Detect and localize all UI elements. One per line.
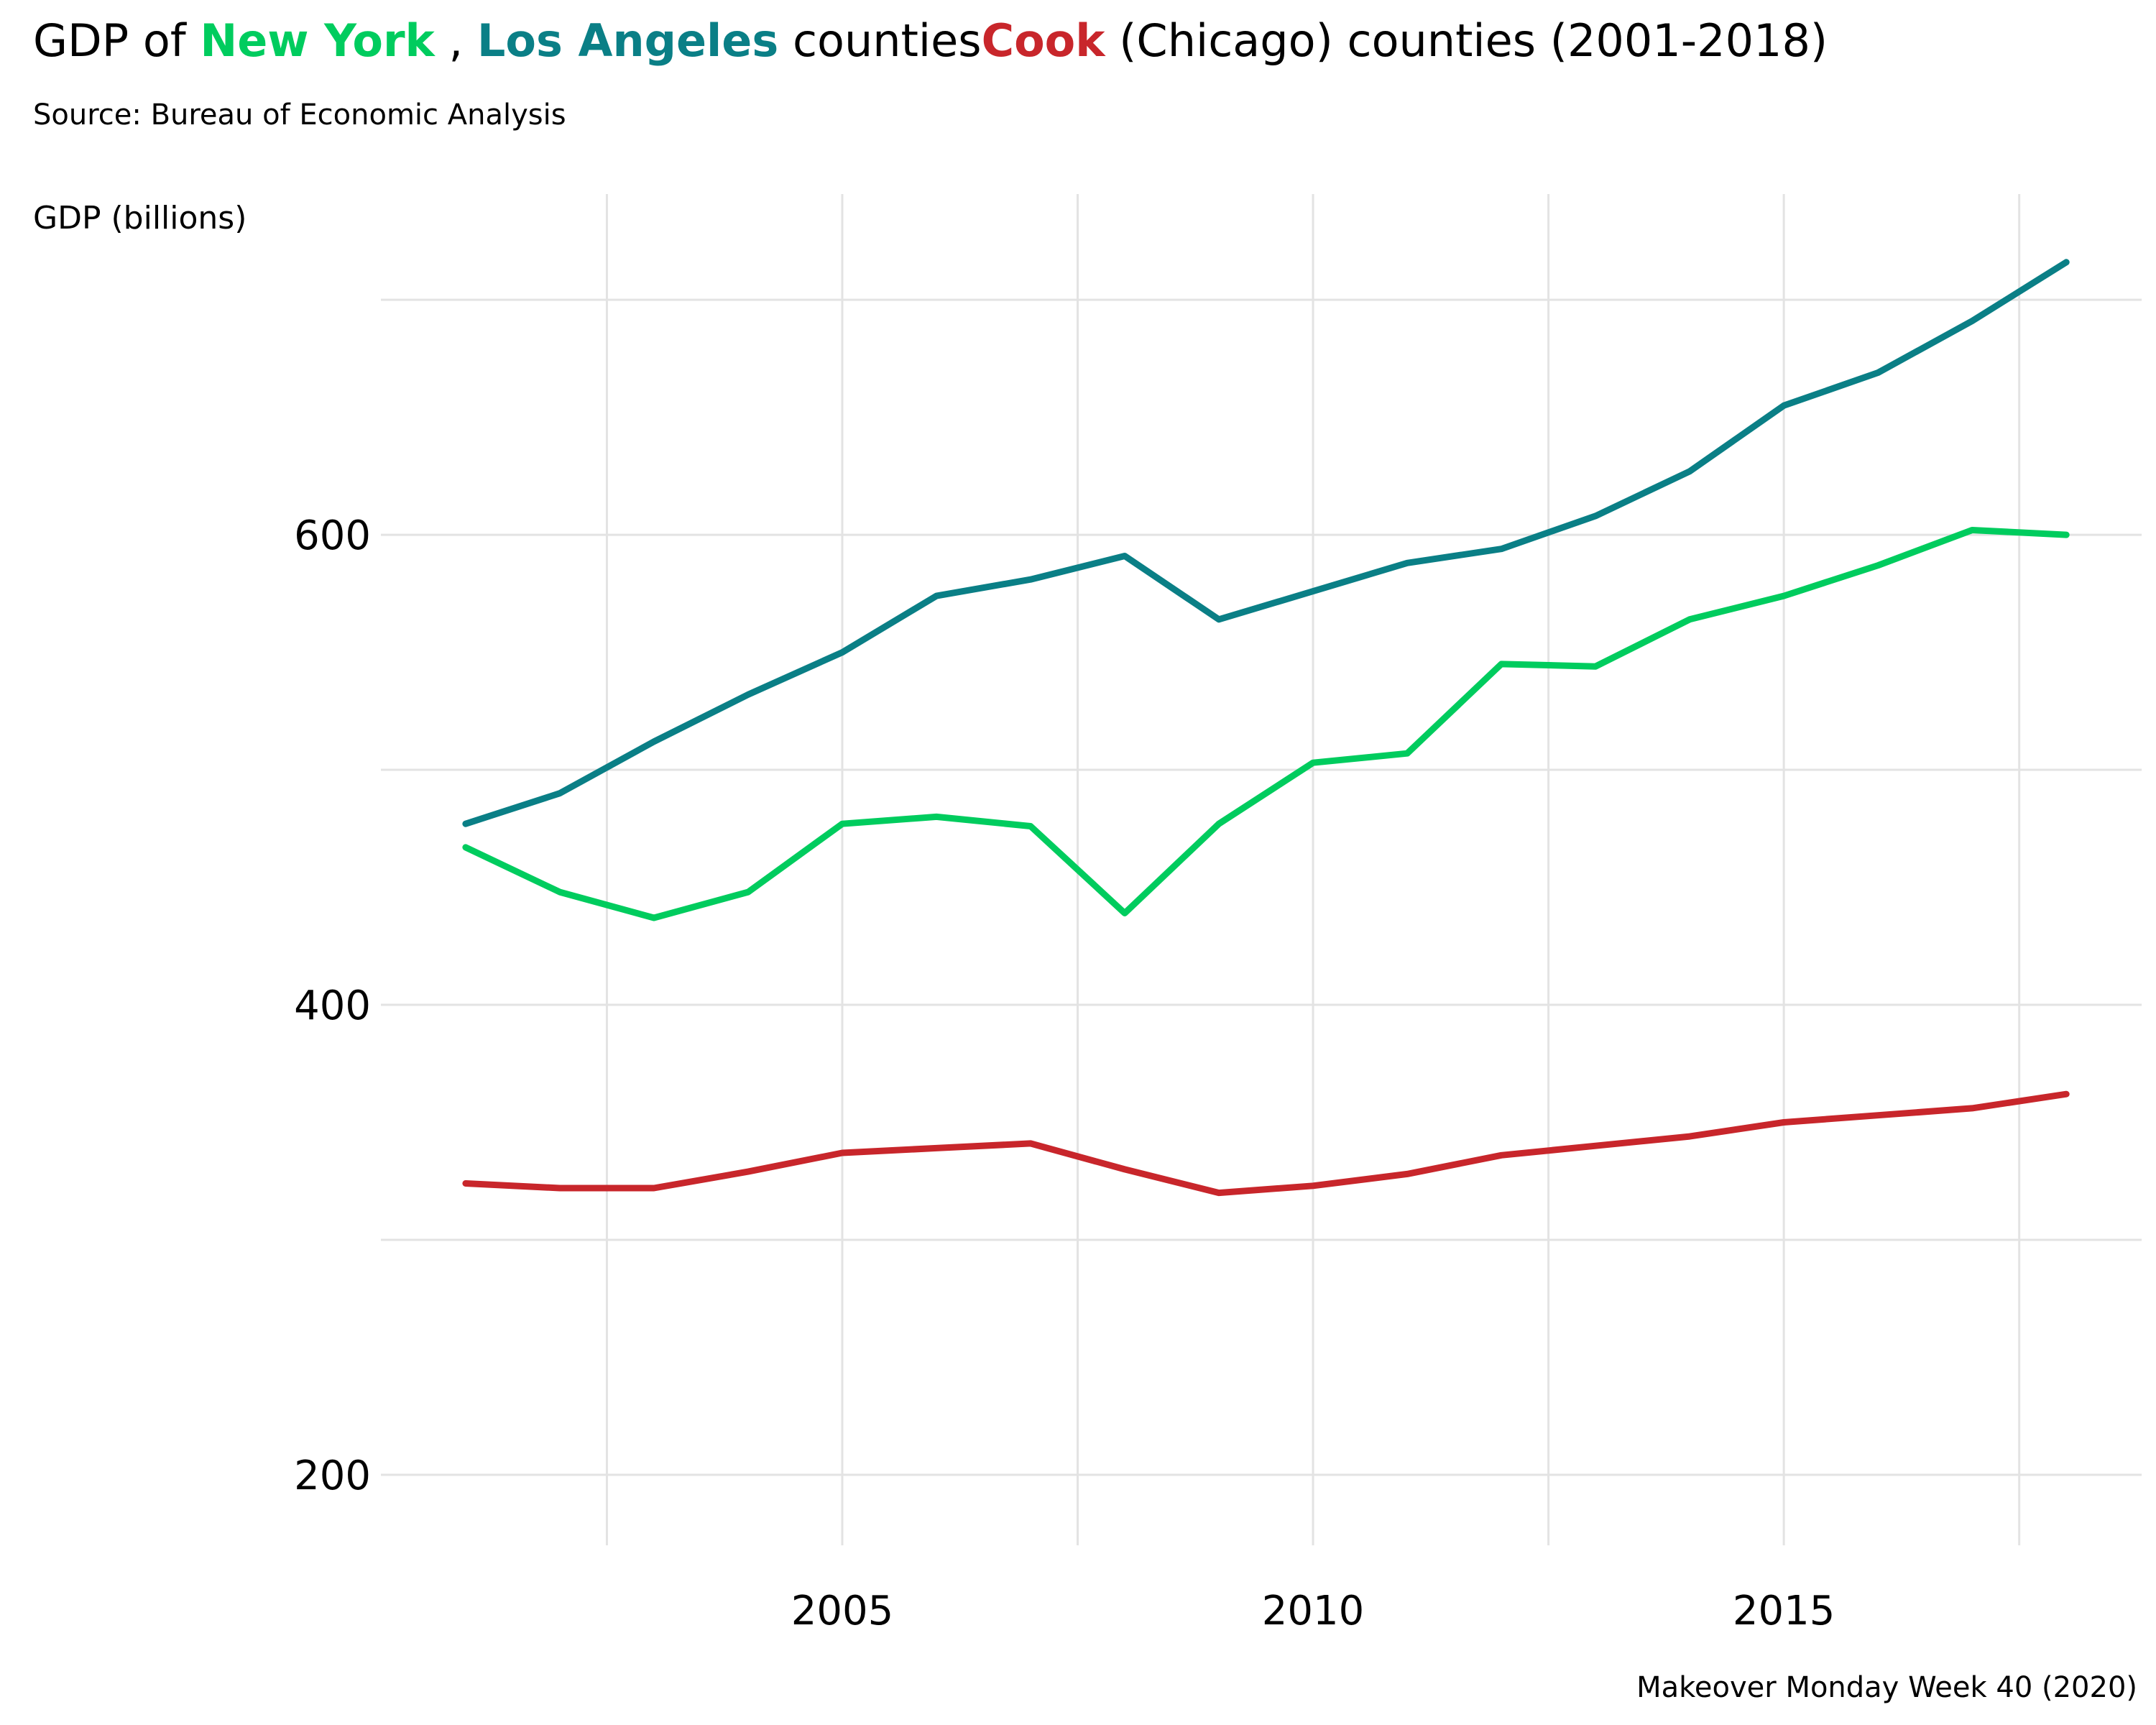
series-line-los-angeles [462,259,2070,827]
title-separator: , [434,14,477,67]
chart-title: GDP of New York , Los Angeles countiesCo… [33,10,1828,72]
x-tick-label: 2010 [1262,1588,1365,1634]
title-series-los-angeles: Los Angeles [476,14,779,67]
axes: 200 400 600 2005 2010 2015 GDP (billions) [33,200,1835,1634]
y-tick-label: 200 [294,1453,371,1499]
chart-caption: Makeover Monday Week 40 (2020) [1636,1671,2137,1704]
y-tick-label: 600 [294,512,371,559]
x-tick-label: 2015 [1733,1588,1835,1634]
series-line-cook [462,1090,2070,1197]
x-tick-label: 2005 [791,1588,894,1634]
chart-subtitle: Source: Bureau of Economic Analysis [33,98,566,132]
title-prefix: GDP of [33,14,201,67]
series-line-new-york [462,527,2070,921]
title-mid: counties [778,14,982,67]
title-suffix: (Chicago) counties (2001-2018) [1105,14,1828,67]
title-series-cook: Cook [981,14,1105,67]
y-axis-title: GDP (billions) [33,200,247,236]
series-lines [462,259,2070,1197]
y-tick-label: 400 [294,983,371,1029]
gridlines [381,194,2142,1545]
title-series-new-york: New York [200,14,435,67]
